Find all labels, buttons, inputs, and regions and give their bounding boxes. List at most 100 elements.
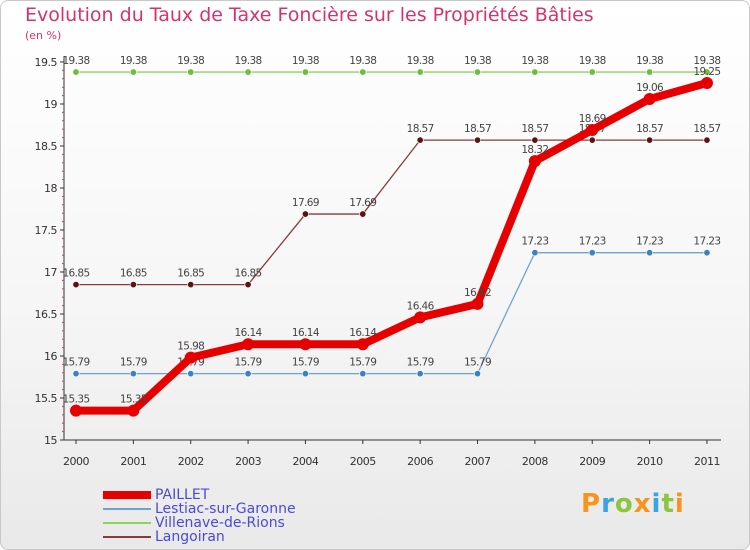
data-label-lestiac-sur-garonne: 15.79 [292,357,319,369]
data-label-villenave-de-rions: 19.38 [292,55,319,67]
y-tick-label: 19.5 [35,56,58,69]
data-label-langoiran: 17.69 [349,197,376,209]
data-label-langoiran: 18.57 [636,123,663,135]
series-line-lestiac-sur-garonne [75,252,708,375]
data-point-paillet [700,77,713,89]
data-label-villenave-de-rions: 19.38 [62,55,89,67]
data-label-lestiac-sur-garonne: 15.79 [235,357,262,369]
data-point-villenave-de-rions [187,68,195,76]
legend-label: PAILLET [155,487,210,503]
data-label-paillet: 19.25 [693,66,720,78]
data-point-villenave-de-rions [416,68,424,76]
data-point-paillet [242,338,255,351]
data-label-villenave-de-rions: 19.38 [693,55,720,67]
data-point-villenave-de-rions [588,68,596,76]
data-label-langoiran: 18.57 [521,123,548,135]
data-label-villenave-de-rions: 19.38 [177,55,204,67]
data-label-lestiac-sur-garonne: 15.79 [349,357,376,369]
data-label-villenave-de-rions: 19.38 [579,55,606,67]
data-point-villenave-de-rions [244,68,252,76]
data-point-langoiran [359,210,367,218]
legend-item: PAILLET [103,487,209,503]
data-label-paillet: 18.32 [521,144,548,156]
data-point-villenave-de-rions [359,68,367,76]
data-point-lestiac-sur-garonne [416,370,424,378]
data-label-langoiran: 16.85 [235,268,262,280]
data-point-lestiac-sur-garonne [72,370,80,378]
data-label-langoiran: 16.85 [62,268,89,280]
data-point-langoiran [72,281,80,289]
data-point-lestiac-sur-garonne [531,249,539,257]
legend-item: Lestiac-sur-Garonne [103,501,296,517]
y-tick-label: 16 [44,350,57,363]
data-label-paillet: 16.14 [292,327,320,339]
data-point-langoiran [588,136,596,144]
data-point-langoiran [703,136,711,144]
data-point-villenave-de-rions [474,68,482,76]
data-label-paillet: 18.69 [579,113,606,125]
data-label-paillet: 16.62 [464,287,491,299]
y-tick-label: 17.5 [35,224,58,237]
data-point-langoiran [646,136,654,144]
data-label-langoiran: 16.85 [177,268,204,280]
data-point-lestiac-sur-garonne [588,249,596,257]
data-point-lestiac-sur-garonne [244,370,252,378]
data-label-villenave-de-rions: 19.38 [636,55,663,67]
data-point-langoiran [531,136,539,144]
y-unit-label: (en %) [25,29,62,42]
x-tick-label: 2000 [63,455,89,468]
y-tick-label: 17 [44,266,57,279]
data-point-paillet [299,338,312,351]
data-point-langoiran [129,281,137,289]
data-label-lestiac-sur-garonne: 15.79 [464,357,491,369]
x-tick-label: 2002 [178,455,204,468]
legend-item: Villenave-de-Rions [103,515,285,531]
legend-swatch [103,536,151,538]
data-point-lestiac-sur-garonne [129,370,137,378]
logo-letter: o [614,489,634,519]
data-point-lestiac-sur-garonne [359,370,367,378]
data-label-langoiran: 16.85 [120,268,147,280]
x-tick-label: 2001 [120,455,146,468]
logo-letter: r [601,489,615,519]
data-point-paillet [586,124,599,137]
x-tick-label: 2008 [522,455,548,468]
data-point-lestiac-sur-garonne [474,370,482,378]
chart-title: Evolution du Taux de Taxe Foncière sur l… [25,4,594,26]
data-label-villenave-de-rions: 19.38 [235,55,262,67]
series-line-paillet [72,79,711,415]
legend-swatch [103,508,151,510]
x-tick-label: 2005 [350,455,376,468]
logo-letter: P [581,489,602,519]
data-label-lestiac-sur-garonne: 17.23 [521,236,548,248]
data-point-lestiac-sur-garonne [301,370,309,378]
data-point-langoiran [416,136,424,144]
legend-label: Lestiac-sur-Garonne [155,501,296,517]
data-point-villenave-de-rions [703,68,711,76]
data-label-villenave-de-rions: 19.38 [120,55,147,67]
legend-swatch [103,522,151,524]
data-label-lestiac-sur-garonne: 17.23 [693,236,720,248]
data-label-villenave-de-rions: 19.38 [464,55,491,67]
x-tick-label: 2004 [292,455,318,468]
logo-letter: t [661,489,675,519]
data-label-paillet: 16.14 [349,327,377,339]
data-label-paillet: 15.35 [62,394,89,406]
legend-label: Villenave-de-Rions [155,515,285,531]
data-point-langoiran [301,210,309,218]
data-label-lestiac-sur-garonne: 15.79 [407,357,434,369]
legend-label: Langoiran [155,529,225,545]
data-point-langoiran [244,281,252,289]
x-tick-label: 2007 [465,455,491,468]
proxiti-logo: Proxiti [581,489,685,519]
x-tick-label: 2010 [637,455,663,468]
x-tick-label: 2009 [579,455,605,468]
data-point-lestiac-sur-garonne [646,249,654,257]
data-point-paillet [70,404,82,417]
data-label-villenave-de-rions: 19.38 [349,55,376,67]
data-label-paillet: 15.35 [120,394,147,406]
data-label-paillet: 19.06 [636,82,664,94]
data-label-lestiac-sur-garonne: 15.79 [120,357,147,369]
x-tick-label: 2006 [407,455,433,468]
